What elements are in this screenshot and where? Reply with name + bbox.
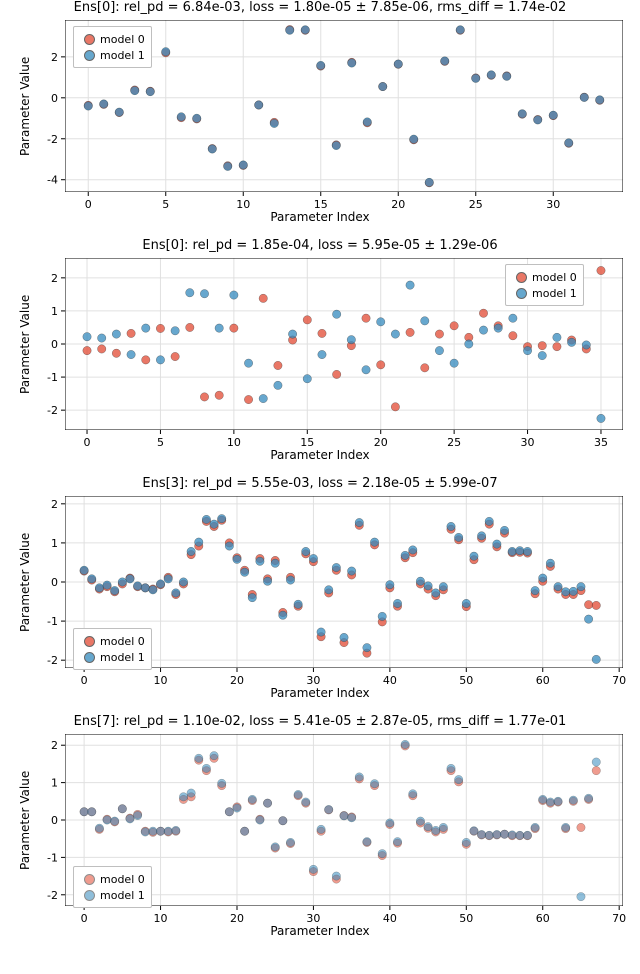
panel-title: Ens[0]: rel_pd = 1.85e-04, loss = 5.95e-… xyxy=(0,238,640,253)
legend: model 0 model 1 xyxy=(73,26,152,68)
panel-title: Ens[7]: rel_pd = 1.10e-02, loss = 5.41e-… xyxy=(0,714,640,729)
x-axis-label: Parameter Index xyxy=(0,924,640,938)
svg-text:1: 1 xyxy=(51,777,58,790)
legend-label: model 0 xyxy=(100,635,145,648)
x-axis-label: Parameter Index xyxy=(0,686,640,700)
legend-row: model 1 xyxy=(510,285,577,301)
scatter-panel-3: Ens[7]: rel_pd = 1.10e-02, loss = 5.41e-… xyxy=(0,714,640,944)
svg-text:-1: -1 xyxy=(47,371,58,384)
legend: model 0 model 1 xyxy=(73,866,152,908)
svg-text:-2: -2 xyxy=(47,404,58,417)
x-axis-label: Parameter Index xyxy=(0,210,640,224)
legend-label: model 1 xyxy=(532,287,577,300)
legend-label: model 0 xyxy=(532,271,577,284)
svg-text:0: 0 xyxy=(51,338,58,351)
legend: model 0 model 1 xyxy=(505,264,584,306)
legend-row: model 0 xyxy=(510,269,577,285)
y-axis-label: Parameter Value xyxy=(18,57,32,156)
y-axis-label: Parameter Value xyxy=(18,533,32,632)
svg-text:0: 0 xyxy=(51,92,58,105)
series-0 xyxy=(80,742,601,884)
legend-label: model 1 xyxy=(100,651,145,664)
svg-text:-1: -1 xyxy=(47,615,58,628)
svg-text:-2: -2 xyxy=(47,889,58,902)
svg-text:1: 1 xyxy=(51,537,58,550)
svg-text:-2: -2 xyxy=(47,654,58,667)
legend-label: model 0 xyxy=(100,33,145,46)
svg-text:1: 1 xyxy=(51,305,58,318)
scatter-panel-1: Ens[0]: rel_pd = 1.85e-04, loss = 5.95e-… xyxy=(0,238,640,468)
legend-label: model 1 xyxy=(100,49,145,62)
series-1 xyxy=(84,26,604,187)
figure: Ens[0]: rel_pd = 6.84e-03, loss = 1.80e-… xyxy=(0,0,640,958)
y-axis-label: Parameter Value xyxy=(18,771,32,870)
legend-label: model 1 xyxy=(100,889,145,902)
svg-text:0: 0 xyxy=(51,576,58,589)
panel-title: Ens[3]: rel_pd = 5.55e-03, loss = 2.18e-… xyxy=(0,476,640,491)
legend-row: model 1 xyxy=(78,47,145,63)
scatter-panel-0: Ens[0]: rel_pd = 6.84e-03, loss = 1.80e-… xyxy=(0,0,640,230)
svg-text:2: 2 xyxy=(51,272,58,285)
legend-row: model 0 xyxy=(78,871,145,887)
legend-row: model 0 xyxy=(78,31,145,47)
svg-text:2: 2 xyxy=(51,498,58,511)
svg-text:0: 0 xyxy=(51,814,58,827)
legend-row: model 0 xyxy=(78,633,145,649)
series-1 xyxy=(80,740,601,901)
svg-text:-4: -4 xyxy=(47,174,58,187)
legend: model 0 model 1 xyxy=(73,628,152,670)
panel-title: Ens[0]: rel_pd = 6.84e-03, loss = 1.80e-… xyxy=(0,0,640,15)
legend-row: model 1 xyxy=(78,649,145,665)
svg-text:2: 2 xyxy=(51,739,58,752)
y-axis-label: Parameter Value xyxy=(18,295,32,394)
svg-text:-1: -1 xyxy=(47,851,58,864)
svg-text:2: 2 xyxy=(51,51,58,64)
svg-text:-2: -2 xyxy=(47,133,58,146)
legend-label: model 0 xyxy=(100,873,145,886)
scatter-panel-2: Ens[3]: rel_pd = 5.55e-03, loss = 2.18e-… xyxy=(0,476,640,706)
legend-row: model 1 xyxy=(78,887,145,903)
x-axis-label: Parameter Index xyxy=(0,448,640,462)
